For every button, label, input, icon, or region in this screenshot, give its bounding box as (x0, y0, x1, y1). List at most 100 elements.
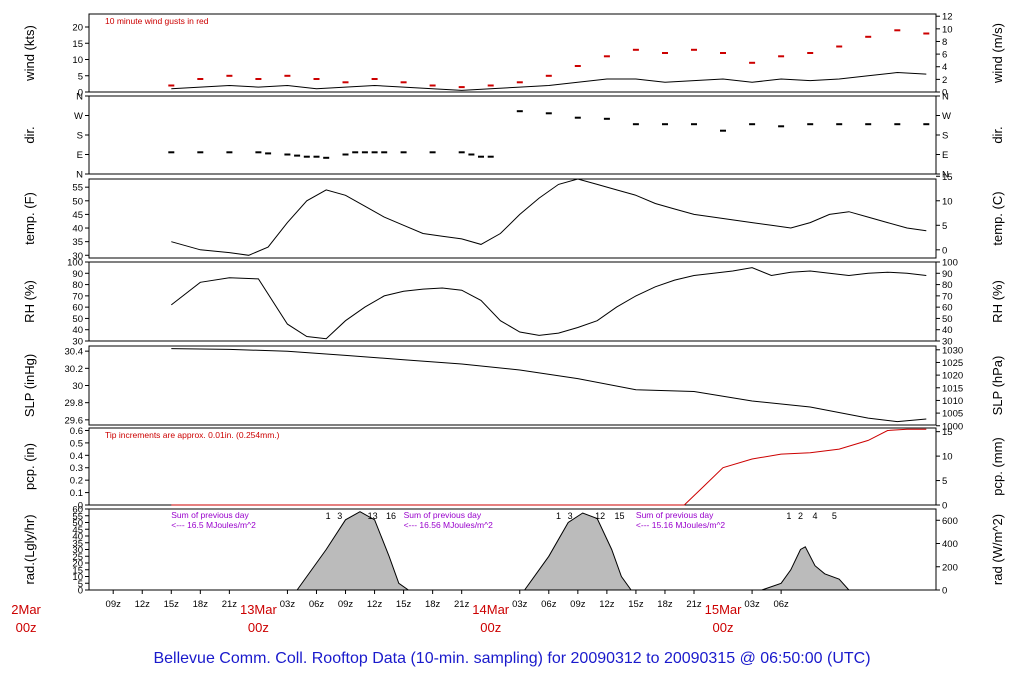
y-tick-label: 0.5 (70, 438, 83, 449)
y-tick-label: 0.3 (70, 463, 83, 474)
data-point-0-1-14 (574, 65, 581, 67)
y-tick-label: 29.6 (65, 415, 84, 426)
right-y-tick-label: 40 (942, 325, 953, 336)
data-point-1-0-31 (807, 123, 814, 126)
hour-label: 3 (568, 511, 573, 521)
data-point-1-0-1 (197, 151, 204, 154)
hour-label: 1 (556, 511, 561, 521)
data-point-1-0-8 (313, 155, 320, 158)
y-tick-label: 10 (72, 55, 83, 66)
y-tick-label: 50 (72, 196, 83, 207)
y-tick-label: 5 (78, 579, 83, 590)
right-y-tick-label: 80 (942, 280, 953, 291)
time-tick-label: 09z (338, 599, 354, 610)
y-tick-label: N (76, 170, 83, 181)
data-point-1-0-33 (865, 123, 872, 126)
hour-label: 1 (786, 511, 791, 521)
radiation-sum-annotation: Sum of previous day (636, 510, 714, 520)
panel-frame (88, 13, 937, 93)
data-point-0-1-7 (371, 78, 378, 80)
y-tick-label: 90 (72, 269, 83, 280)
time-tick-label: 15z (628, 599, 644, 610)
y-tick-label: 35 (72, 237, 83, 248)
y-tick-label: N (76, 92, 83, 103)
series-line-5-0 (171, 428, 927, 506)
data-point-1-0-9 (323, 156, 330, 159)
y-tick-label: E (77, 150, 83, 161)
right-y-tick-label: 5 (942, 476, 947, 487)
y-tick-label: 0 (78, 501, 83, 512)
panel-frame (88, 261, 937, 342)
right-y-tick-label: 0 (942, 586, 947, 597)
right-y-tick-label: 4 (942, 62, 947, 73)
y-tick-label: 40 (72, 224, 83, 235)
right-y-tick-label: 1000 (942, 421, 963, 432)
y-axis-label: pcp. (in) (22, 443, 37, 490)
data-point-0-1-22 (807, 52, 814, 54)
date-label-time: 00z (713, 620, 734, 635)
date-label-time: 00z (480, 620, 501, 635)
y-tick-label: 50 (72, 314, 83, 325)
right-y-tick-label: 600 (942, 516, 958, 527)
y-tick-label: 5 (78, 71, 83, 82)
y-tick-label: 30 (72, 545, 83, 556)
series-line-3-0 (170, 267, 927, 340)
data-point-1-0-18 (468, 153, 475, 156)
series-line-0-0 (171, 71, 927, 91)
y-tick-label: 20 (72, 23, 83, 34)
hour-label: 12 (595, 511, 605, 521)
hour-label: 13 (368, 511, 378, 521)
data-point-1-0-11 (352, 151, 359, 154)
right-y-tick-label: 60 (942, 303, 953, 314)
data-point-1-0-32 (836, 123, 843, 126)
data-point-0-1-11 (487, 84, 494, 87)
y-tick-label: 15 (72, 565, 83, 576)
hour-label: 5 (832, 511, 837, 521)
date-label: 13Mar (240, 602, 278, 617)
data-point-0-1-2 (226, 74, 233, 77)
y-tick-label: 40 (72, 532, 83, 543)
hour-label: 15 (614, 511, 624, 521)
data-point-1-0-26 (662, 123, 668, 126)
y-tick-label: 10 (72, 572, 83, 583)
right-y-tick-label: 5 (942, 221, 947, 232)
data-point-1-0-0 (168, 151, 175, 154)
y-tick-label: 25 (72, 552, 83, 563)
data-point-1-0-28 (720, 129, 726, 132)
right-y-tick-label: 0 (942, 245, 947, 256)
y-axis-label: temp. (F) (22, 192, 37, 245)
y-tick-label: 20 (72, 559, 83, 570)
panel-3 (85, 261, 940, 342)
data-point-1-0-2 (226, 151, 233, 154)
time-tick-label: 12z (135, 599, 151, 610)
data-point-0-1-20 (749, 61, 756, 64)
series-line-4-0 (171, 348, 927, 423)
time-tick-label: 06z (309, 599, 325, 610)
data-point-1-0-24 (603, 117, 610, 120)
y-tick-label: 0.1 (70, 488, 83, 499)
data-point-0-1-24 (865, 35, 872, 38)
y-tick-label: 45 (72, 210, 83, 221)
time-tick-label: 06z (773, 599, 789, 610)
data-point-1-0-21 (516, 110, 523, 113)
data-point-0-1-23 (836, 45, 843, 48)
panel-annotation: 10 minute wind gusts in red (105, 16, 209, 26)
data-point-1-0-25 (632, 123, 639, 126)
right-y-tick-label: 10 (942, 24, 953, 35)
time-tick-label: 12z (367, 599, 383, 610)
y-tick-label: 55 (72, 183, 83, 194)
y-tick-label: 35 (72, 538, 83, 549)
hour-label: 3 (337, 511, 342, 521)
hour-label: 2 (798, 511, 803, 521)
y-tick-label: 0 (78, 586, 83, 597)
y-tick-label: 100 (67, 258, 83, 269)
data-point-0-1-3 (255, 78, 262, 80)
page-title: Bellevue Comm. Coll. Rooftop Data (10-mi… (153, 650, 871, 667)
y-tick-label: 15 (72, 39, 83, 50)
right-y-tick-label: 1030 (942, 345, 963, 356)
y-tick-label: 30.4 (65, 347, 84, 358)
time-tick-label: 03z (512, 599, 528, 610)
data-point-1-0-7 (303, 155, 310, 158)
right-y-tick-label: 50 (942, 314, 953, 325)
data-point-1-0-35 (923, 123, 930, 126)
